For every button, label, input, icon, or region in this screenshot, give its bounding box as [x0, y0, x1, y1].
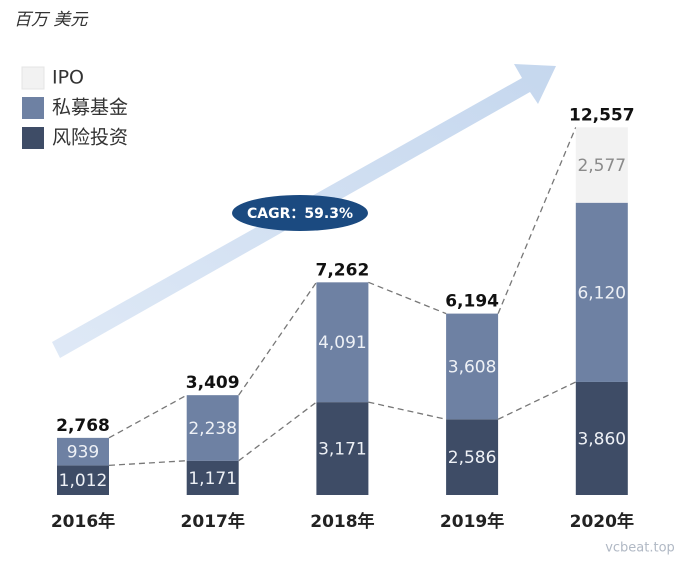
- segment-label: 3,860: [577, 429, 626, 449]
- total-label: 2,768: [56, 416, 110, 436]
- bar-segment: [575, 127, 628, 203]
- segment-label: 2,577: [577, 156, 626, 176]
- x-tick-label: 2020年: [570, 511, 634, 532]
- segment-label: 4,091: [318, 333, 367, 353]
- vc-connector: [108, 460, 187, 467]
- bar-segment: [57, 437, 109, 466]
- segment-label: 2,586: [448, 448, 497, 468]
- total-label: 12,557: [569, 105, 635, 125]
- segment-label: 939: [67, 443, 99, 463]
- total-label: 6,194: [445, 292, 499, 312]
- segment-label: 1,171: [188, 469, 237, 489]
- bar-segment: [57, 465, 109, 495]
- x-tick-label: 2018年: [310, 511, 374, 532]
- total-connector: [238, 281, 317, 396]
- legend-swatch: [22, 127, 44, 149]
- bar-segment: [186, 395, 239, 461]
- total-connector: [108, 394, 188, 439]
- vc-connector: [238, 401, 317, 462]
- watermark: vcbeat.top: [605, 541, 675, 556]
- unit-label: 百万 美元: [14, 10, 89, 30]
- legend-label: IPO: [52, 67, 84, 89]
- total-connector: [368, 281, 447, 315]
- cagr-badge: [232, 195, 368, 231]
- segment-label: 1,012: [59, 471, 108, 491]
- segment-label: 3,608: [448, 357, 497, 377]
- legend-swatch: [21, 66, 45, 90]
- segment-label: 6,120: [577, 283, 626, 303]
- x-tick-label: 2016年: [51, 511, 115, 532]
- legend-swatch: [22, 97, 44, 119]
- x-tick-label: 2017年: [181, 511, 245, 532]
- bar-segment: [316, 402, 369, 495]
- x-tick-label: 2019年: [440, 511, 504, 532]
- total-connector: [497, 127, 577, 314]
- total-label: 3,409: [186, 373, 240, 393]
- bar-segment: [446, 419, 499, 495]
- bar-segment: [316, 282, 369, 403]
- vc-connector: [368, 401, 447, 420]
- cagr-text: CAGR：59.3%: [247, 206, 353, 222]
- bar-segment: [575, 381, 628, 495]
- bar-segment: [446, 313, 499, 420]
- segment-label: 3,171: [318, 440, 367, 460]
- vc-connector: [497, 381, 577, 420]
- bar-segment: [186, 460, 239, 495]
- legend-label: 私募基金: [52, 97, 128, 119]
- total-label: 7,262: [316, 260, 370, 280]
- legend-label: 风险投资: [52, 127, 128, 149]
- bar-segment: [575, 202, 628, 382]
- segment-label: 2,238: [188, 419, 237, 439]
